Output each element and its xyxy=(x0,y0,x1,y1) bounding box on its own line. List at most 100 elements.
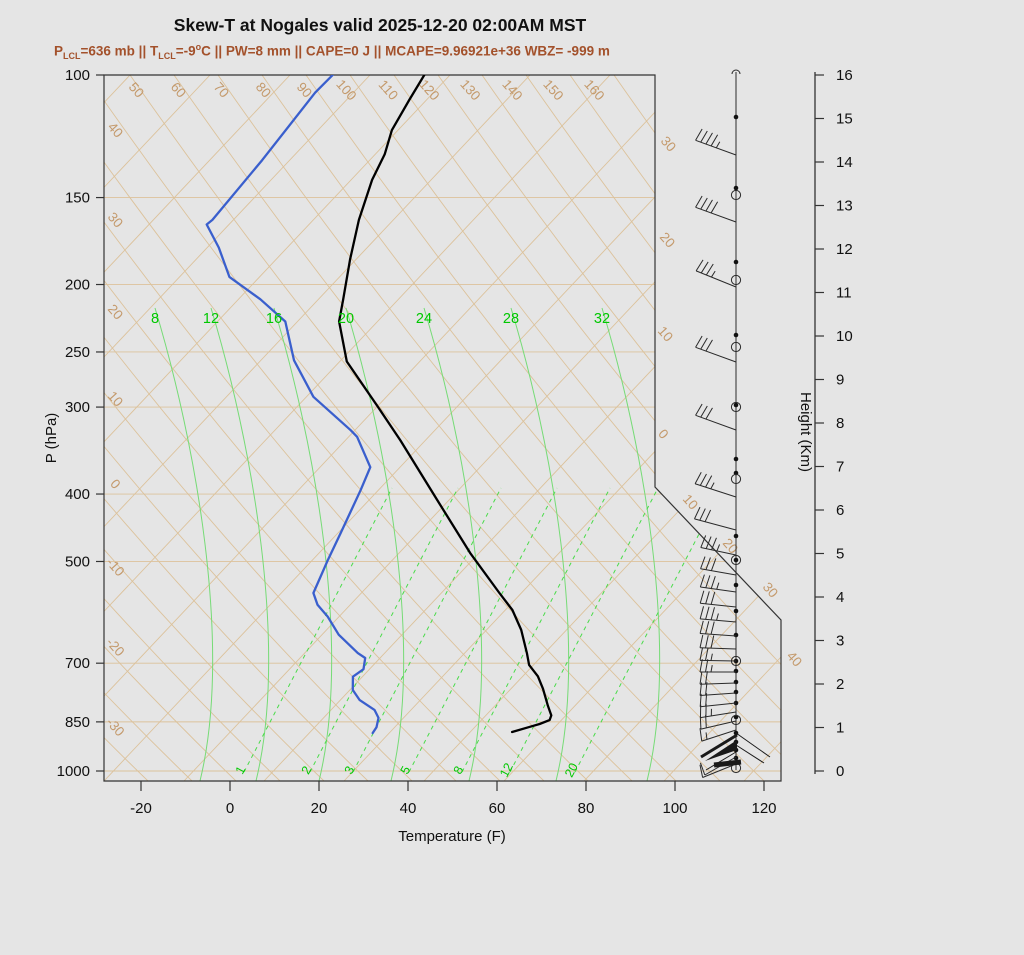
station-marker-dot-icon xyxy=(734,457,739,462)
wind-barb-feather xyxy=(700,635,703,648)
isotherm-line xyxy=(0,75,210,781)
temperature-tick-label: 60 xyxy=(489,800,506,817)
wind-barb-feather xyxy=(706,264,713,275)
pressure-tick-label: 850 xyxy=(65,714,90,731)
pressure-axis-title: P (hPa) xyxy=(43,413,60,464)
mixing-ratio-line xyxy=(310,488,458,772)
station-marker-dot-icon xyxy=(734,403,739,408)
wind-barb-shaft xyxy=(696,347,736,362)
wind-barb-feather xyxy=(706,575,710,587)
height-tick-label: 2 xyxy=(836,676,844,693)
wind-barb-feather xyxy=(706,591,710,603)
wind-barb-feather xyxy=(711,607,714,620)
height-tick-label: 14 xyxy=(836,154,853,171)
wind-barb-half-feather xyxy=(711,271,715,277)
pressure-gridlines xyxy=(104,198,781,771)
height-tick-label: 12 xyxy=(836,241,853,258)
wind-barb-feather xyxy=(701,557,705,569)
wind-barb-feather xyxy=(701,262,708,273)
mixing-ratio-label: 8 xyxy=(451,764,467,777)
moist-adiabat-label: 28 xyxy=(503,311,519,327)
wind-barb-feather xyxy=(706,659,708,672)
wind-barb-shaft xyxy=(695,484,736,497)
station-marker-dot-icon xyxy=(734,633,739,638)
wind-barb-feather xyxy=(706,133,713,144)
wind-barb-shaft xyxy=(700,619,736,622)
dewpoint-curve xyxy=(207,75,379,733)
dry-adiabat-line xyxy=(570,75,1024,781)
wind-barb xyxy=(701,557,736,575)
station-marker-dot-icon xyxy=(734,558,739,563)
wind-barb-feather xyxy=(706,635,709,648)
wind-barb-feather xyxy=(696,404,703,415)
wind-barb-feather xyxy=(712,538,717,550)
isopleth-label-left: -20 xyxy=(103,635,127,660)
mixing-ratio-label: 12 xyxy=(497,761,516,780)
wind-barb xyxy=(700,591,736,607)
wind-barb-feather xyxy=(695,472,701,483)
wind-barb-half-feather xyxy=(711,654,712,661)
wind-barb-feather xyxy=(706,558,710,570)
dry-adiabat-label-top: 150 xyxy=(540,77,566,104)
station-marker-dot-icon xyxy=(734,609,739,614)
wind-barb-feather xyxy=(700,606,703,619)
wind-barb-feather xyxy=(706,340,713,351)
isotherm-line xyxy=(744,75,1024,781)
dry-adiabat-line xyxy=(614,75,1024,781)
wind-barb-feather xyxy=(701,131,708,142)
wind-barb-feather xyxy=(700,716,701,729)
wind-barb-feather xyxy=(711,202,718,213)
isotherm-lines xyxy=(0,75,1024,781)
moist-adiabat-label: 16 xyxy=(266,311,282,327)
pressure-tick-label: 1000 xyxy=(57,763,90,780)
moist-adiabat-label: 32 xyxy=(594,311,610,327)
isotherm-line xyxy=(264,75,930,781)
wind-barb xyxy=(696,196,736,222)
height-tick-label: 9 xyxy=(836,372,844,389)
mixing-ratio-line xyxy=(510,488,658,772)
height-tick-label: 8 xyxy=(836,415,844,432)
subtitle-segment: LCL xyxy=(158,51,176,61)
dry-adiabat-line xyxy=(702,75,1024,781)
dry-adiabat-line xyxy=(790,75,1024,781)
dry-adiabat-label-top: 140 xyxy=(499,77,525,104)
dry-adiabat-label-top: 80 xyxy=(253,79,274,100)
wind-barb-half-feather xyxy=(717,614,719,621)
dry-adiabat-line xyxy=(0,75,192,781)
height-tick-label: 0 xyxy=(836,763,844,780)
height-tick-label: 4 xyxy=(836,589,844,606)
pressure-tick-label: 100 xyxy=(65,67,90,84)
chart-subtitle: PLCL=636 mb || TLCL=-9oC || PW=8 mm || C… xyxy=(54,42,1014,61)
temperature-tick-label: 20 xyxy=(311,800,328,817)
wind-barb-half-feather xyxy=(706,732,707,739)
wind-barb-shaft xyxy=(694,519,736,530)
wind-barb-feather xyxy=(706,200,713,211)
wind-barb-feather xyxy=(696,196,703,207)
station-marker-dot-icon xyxy=(734,583,739,588)
subtitle-segment: C || PW=8 mm || CAPE=0 J || MCAPE=9.9692… xyxy=(201,44,610,59)
wind-barb-half-feather xyxy=(711,483,714,489)
isotherm-line xyxy=(0,75,450,781)
height-tick-label: 13 xyxy=(836,198,853,215)
isopleth-label-left: 0 xyxy=(107,476,123,492)
wind-barb-feather xyxy=(700,659,702,672)
wind-barb-feather xyxy=(706,621,709,634)
isopleth-label-left: 10 xyxy=(105,388,126,409)
dry-adiabat-label-top: 110 xyxy=(376,77,402,103)
isopleth-label-left: 40 xyxy=(105,119,126,140)
wind-barb xyxy=(700,635,736,649)
isopleth-label-left: -30 xyxy=(103,715,127,740)
wind-barb-shaft xyxy=(700,660,736,661)
wind-barb-feather xyxy=(711,135,718,146)
dry-adiabat-line xyxy=(746,75,1024,781)
wind-barb xyxy=(700,621,736,636)
wind-barb xyxy=(700,606,736,622)
thick-surface-barb xyxy=(714,762,741,765)
wind-barb xyxy=(694,507,736,530)
dry-adiabat-line xyxy=(482,75,1024,781)
height-tick-label: 16 xyxy=(836,67,853,84)
mixing-ratio-label: 2 xyxy=(299,764,315,777)
station-marker-dot-icon xyxy=(734,669,739,674)
